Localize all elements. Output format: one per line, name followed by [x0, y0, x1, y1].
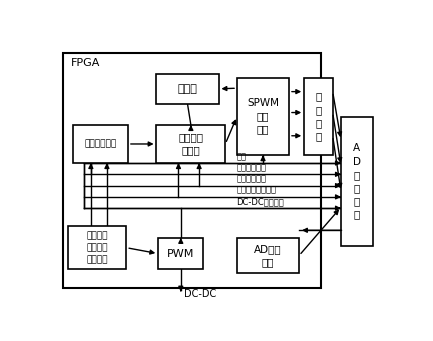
Text: FPGA: FPGA: [71, 58, 100, 68]
Bar: [156, 125, 225, 163]
Text: 市电: 市电: [236, 152, 246, 161]
Bar: [304, 78, 333, 155]
Bar: [237, 78, 289, 155]
Text: 全
桥
逆
变: 全 桥 逆 变: [315, 92, 322, 141]
Bar: [73, 125, 128, 163]
Text: PWM: PWM: [167, 249, 194, 258]
Text: SPWM
产生
模块: SPWM 产生 模块: [247, 98, 279, 135]
Bar: [237, 238, 299, 273]
Text: 逆变输出电压: 逆变输出电压: [236, 175, 266, 183]
Bar: [341, 117, 373, 246]
Bar: [158, 238, 204, 269]
Text: DC-DC输出电压: DC-DC输出电压: [236, 197, 284, 206]
Text: 滤波电感电流: 滤波电感电流: [236, 163, 266, 172]
Text: 电压电流
控制环: 电压电流 控制环: [178, 132, 204, 155]
Text: 光伏电池输出电压: 光伏电池输出电压: [236, 186, 276, 195]
Text: A
D
转
换
芝
片: A D 转 换 芝 片: [353, 144, 361, 219]
Text: 相位跟踪模块: 相位跟踪模块: [84, 139, 116, 148]
Bar: [156, 74, 219, 104]
Bar: [68, 226, 126, 269]
Text: AD转换
控制: AD转换 控制: [254, 244, 282, 267]
Text: 输入欠压
输出过流
保护模块: 输入欠压 输出过流 保护模块: [86, 232, 108, 264]
Text: DC-DC: DC-DC: [184, 289, 216, 299]
Text: 三角波: 三角波: [178, 84, 197, 94]
Bar: [62, 53, 321, 288]
